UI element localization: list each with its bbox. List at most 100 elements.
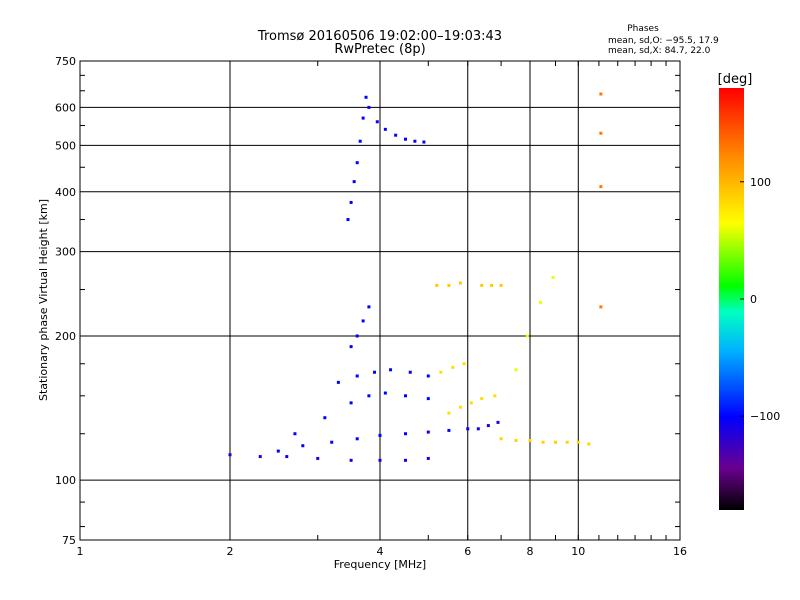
echo-point [413, 139, 417, 143]
y-tick-label: 600 [55, 101, 76, 114]
echo-point [496, 420, 500, 424]
echo-point [422, 140, 426, 144]
echo-point [587, 442, 591, 446]
y-tick-label: 500 [55, 139, 76, 152]
echo-point [466, 427, 470, 431]
x-axis-label: Frequency [MHz] [334, 558, 426, 571]
colorbar-tick-label: 0 [750, 293, 757, 306]
echo-point [346, 218, 350, 222]
echo-point [490, 283, 494, 287]
echo-point [349, 401, 353, 405]
x-axis-ticks: 1 2 4 6 8 10 16 [77, 61, 687, 558]
echo-point [553, 440, 557, 444]
echo-point [565, 440, 569, 444]
echo-point [367, 305, 371, 309]
echo-point [528, 439, 532, 443]
y-tick-label: 750 [55, 55, 76, 68]
echo-point [355, 374, 359, 378]
echo-point [403, 394, 407, 398]
y-axis-label: Stationary phase Virtual Height [km] [37, 199, 50, 401]
echo-point [408, 370, 412, 374]
echo-point [349, 345, 353, 349]
echo-point [258, 455, 262, 459]
echo-point [358, 139, 362, 143]
echo-point [323, 416, 327, 420]
echo-point [499, 437, 503, 441]
echo-point [426, 430, 430, 434]
echo-point [458, 281, 462, 285]
phase-colorbar [719, 88, 744, 510]
echo-point [301, 444, 305, 448]
echo-point [486, 424, 490, 428]
echo-point [364, 95, 368, 99]
echo-point [373, 370, 377, 374]
phase-stats-o: mean, sd,O: −95.5, 17.9 [608, 36, 719, 46]
echo-point [394, 133, 398, 137]
colorbar-tick-label: −100 [750, 410, 780, 423]
echo-point [499, 283, 503, 287]
echo-point [349, 200, 353, 204]
echo-point [439, 370, 443, 374]
echo-point [541, 440, 545, 444]
echo-point [447, 411, 451, 415]
colorbar-label: [deg] [718, 72, 753, 87]
echo-point [451, 365, 455, 369]
y-tick-label: 400 [55, 186, 76, 199]
phase-stats-title: Phases [627, 24, 659, 34]
echo-point [469, 401, 473, 405]
echo-point [361, 319, 365, 323]
echo-point [383, 391, 387, 395]
echo-point [378, 458, 382, 462]
echo-point [480, 283, 484, 287]
chart-subtitle: RwPretec (8p) [334, 42, 425, 57]
echo-point [599, 92, 603, 96]
echo-point [462, 362, 466, 366]
echo-point [349, 458, 353, 462]
echo-point [336, 380, 340, 384]
echo-point [539, 300, 543, 304]
echo-point [352, 180, 356, 184]
echo-point [367, 105, 371, 109]
echo-point [316, 456, 320, 460]
echo-point [551, 275, 555, 279]
x-tick-label: 2 [227, 545, 234, 558]
echo-point [367, 394, 371, 398]
echo-point [355, 161, 359, 165]
echo-point [361, 116, 365, 120]
y-tick-label: 300 [55, 246, 76, 259]
echo-point [576, 440, 580, 444]
echo-point [476, 427, 480, 431]
echo-point [330, 440, 334, 444]
echo-point [276, 449, 280, 453]
echo-point [426, 374, 430, 378]
echo-point [493, 394, 497, 398]
echo-points [228, 92, 603, 462]
y-axis-ticks: 75 100 200 300 400 500 600 750 [55, 55, 680, 547]
phase-stats-x: mean, sd,X: 84.7, 22.0 [608, 46, 711, 56]
x-tick-label: 16 [673, 545, 687, 558]
y-tick-label: 100 [55, 474, 76, 487]
echo-point [514, 439, 518, 443]
y-tick-label: 200 [55, 330, 76, 343]
echo-point [403, 458, 407, 462]
echo-point [514, 368, 518, 372]
echo-point [375, 120, 379, 124]
echo-point [355, 334, 359, 338]
echo-point [599, 131, 603, 135]
x-tick-label: 8 [527, 545, 534, 558]
echo-point [426, 397, 430, 401]
echo-point [383, 127, 387, 131]
echo-point [447, 428, 451, 432]
echo-point [480, 397, 484, 401]
echo-point [389, 368, 393, 372]
echo-point [599, 305, 603, 309]
echo-point [435, 283, 439, 287]
echo-point [458, 405, 462, 409]
echo-point [378, 433, 382, 437]
echo-point [525, 334, 529, 338]
chart-title: Tromsø 20160506 19:02:00–19:03:43 [257, 29, 502, 44]
colorbar-ticks: 100 0 −100 [740, 176, 780, 423]
echo-point [599, 185, 603, 189]
colorbar-tick-label: 100 [750, 176, 771, 189]
